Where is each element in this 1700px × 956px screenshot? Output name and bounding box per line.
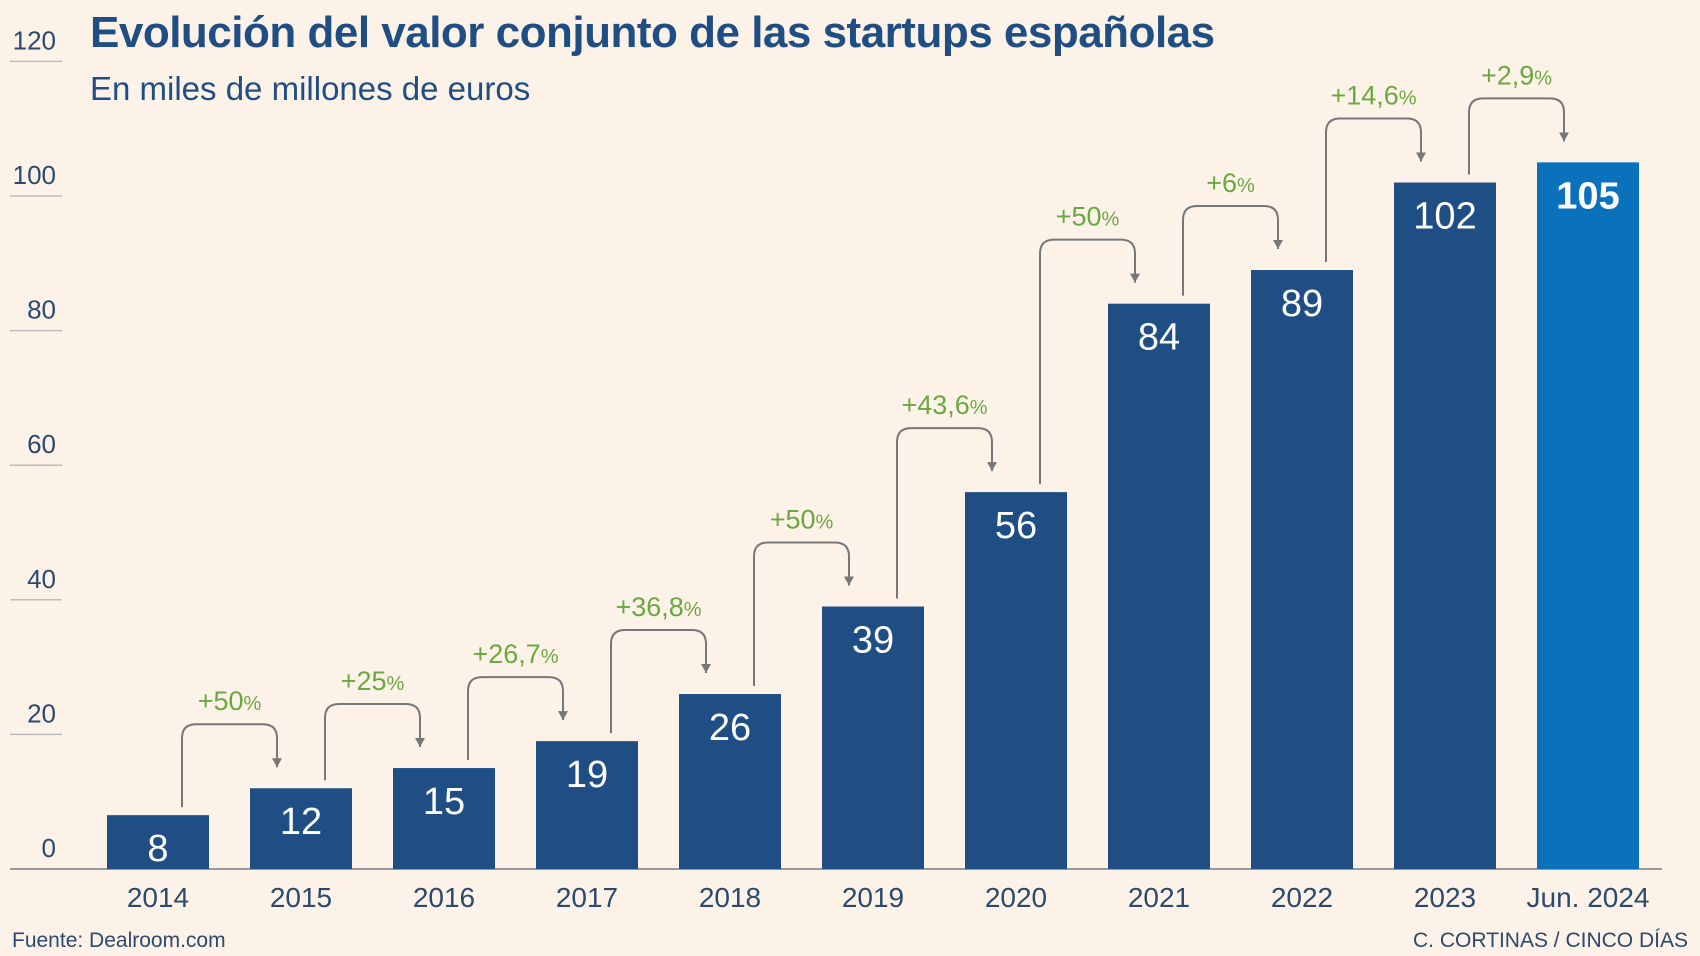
growth-label: +50%: [770, 505, 834, 535]
bar: [393, 768, 495, 869]
growth-arrow: [324, 703, 425, 781]
growth-arrow: [1182, 205, 1283, 296]
growth-label: +25%: [341, 666, 405, 696]
bar: [965, 492, 1067, 869]
bar: [107, 815, 209, 869]
bar-value-label: 102: [1413, 196, 1476, 238]
growth-label: +50%: [198, 686, 262, 716]
bar: [822, 606, 924, 869]
x-tick-label: 2023: [1414, 882, 1476, 913]
bar: [1251, 270, 1353, 869]
growth-label: +14,6%: [1330, 81, 1416, 111]
growth-arrow: [181, 723, 282, 808]
bar: [536, 741, 638, 869]
x-tick-label: 2019: [842, 882, 904, 913]
growth-label: +43,6%: [901, 390, 987, 420]
source-note: Fuente: Dealroom.com: [12, 929, 226, 952]
bar: [679, 694, 781, 869]
growth-arrow: [1325, 117, 1426, 263]
bar: [1537, 162, 1639, 870]
growth-arrow: [467, 676, 568, 761]
growth-arrow: [753, 541, 854, 687]
x-tick-label: 2018: [699, 882, 761, 913]
bar: [250, 788, 352, 869]
chart-subtitle: En miles de millones de euros: [90, 70, 531, 107]
growth-label: +36,8%: [615, 592, 701, 622]
bar-value-label: 12: [280, 801, 322, 843]
bar-value-label: 19: [566, 754, 608, 796]
bar-value-label: 105: [1556, 175, 1619, 217]
bar: [1108, 303, 1210, 869]
y-tick-label: 100: [13, 160, 56, 190]
bar-value-label: 8: [147, 828, 168, 870]
bar-value-label: 39: [852, 620, 894, 662]
growth-arrow: [1468, 97, 1569, 175]
bar-value-label: 15: [423, 781, 465, 823]
growth-arrow: [1039, 238, 1140, 485]
x-tick-label: 2017: [556, 882, 618, 913]
x-tick-label: 2021: [1128, 882, 1190, 913]
bar-value-label: 56: [995, 505, 1037, 547]
bar-value-label: 84: [1138, 317, 1180, 359]
chart-title: Evolución del valor conjunto de las star…: [90, 8, 1215, 57]
bar-value-label: 26: [709, 707, 751, 749]
x-tick-label: 2015: [270, 882, 332, 913]
x-tick-label: 2020: [985, 882, 1047, 913]
x-tick-label: 2014: [127, 882, 189, 913]
bar: [1394, 182, 1496, 870]
y-tick-label: 0: [42, 833, 56, 863]
growth-label: +2,9%: [1481, 60, 1552, 90]
y-tick-label: 80: [27, 295, 56, 325]
y-tick-label: 20: [27, 698, 56, 728]
x-tick-label: Jun. 2024: [1527, 882, 1650, 913]
credit-note: C. CORTINAS / CINCO DÍAS: [1413, 929, 1688, 952]
x-tick-label: 2016: [413, 882, 475, 913]
growth-label: +50%: [1056, 202, 1120, 232]
growth-arrow: [896, 427, 997, 599]
growth-label: +6%: [1206, 168, 1255, 198]
y-tick-label: 60: [27, 429, 56, 459]
y-tick-label: 120: [13, 25, 56, 55]
growth-arrow: [610, 629, 711, 734]
y-tick-label: 40: [27, 564, 56, 594]
x-tick-label: 2022: [1271, 882, 1333, 913]
bar-value-label: 89: [1281, 283, 1323, 325]
growth-label: +26,7%: [472, 639, 558, 669]
